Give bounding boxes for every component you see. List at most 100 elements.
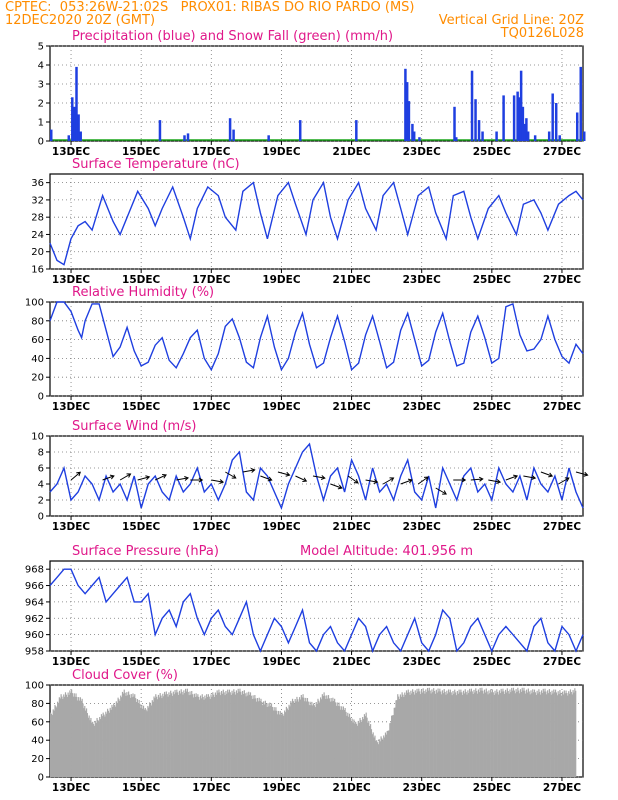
panel-frame [49, 435, 584, 517]
cloud-bar [213, 694, 215, 777]
cloud-bar [375, 740, 377, 777]
cloud-bar [91, 722, 93, 777]
cloud-bar [293, 703, 295, 777]
cloud-bar [524, 690, 526, 777]
x-tick-label: 15DEC [122, 401, 161, 413]
cloud-bar [271, 706, 273, 777]
y-tick-label: 968 [25, 565, 44, 576]
cloud-bar [286, 708, 288, 777]
cloud-bar [444, 691, 446, 777]
x-tick-label: 23DEC [403, 401, 442, 413]
cloud-bar [445, 694, 447, 777]
cloud-bar [382, 740, 384, 777]
cloud-bar [244, 693, 246, 777]
cloud-bar [470, 688, 472, 777]
cloud-bar [376, 742, 379, 777]
wind-arrow-head [548, 472, 554, 478]
precip-bar [79, 131, 82, 141]
wind-arrow [260, 475, 272, 481]
cloud-bar [135, 698, 137, 777]
cloud-bar [241, 690, 244, 777]
cloud-bar [279, 711, 281, 777]
cloud-bar [178, 690, 181, 777]
cloud-bar [371, 734, 373, 777]
cloud-bar [128, 691, 130, 777]
cloud-bar [391, 715, 394, 777]
cloud-bar [183, 690, 185, 777]
cloud-bar [63, 694, 65, 777]
cloud-bar [347, 712, 349, 777]
cloud-bar [248, 691, 250, 777]
cloud-bar [510, 692, 512, 777]
cloud-bar [73, 693, 75, 777]
cloud-bar [491, 689, 494, 777]
cloud-bar [160, 695, 162, 777]
precip-bar [481, 131, 484, 141]
cloud-bar [573, 692, 575, 777]
y-tick-label: 16 [31, 265, 44, 276]
cloud-bar [471, 691, 473, 777]
cloud-bar [182, 694, 184, 777]
cloud-bar [177, 694, 180, 777]
cloud-bar [357, 720, 359, 777]
cloud-bar [59, 698, 61, 777]
cloud-bar [316, 703, 318, 777]
x-tick-label: 23DEC [403, 656, 442, 668]
cloud-bar [475, 688, 477, 777]
cloud-bar [385, 734, 387, 777]
cloud-bar [304, 701, 306, 777]
cloud-bar [201, 694, 203, 777]
cloud-bar [393, 707, 395, 777]
cloud-bar [251, 698, 253, 777]
x-tick-label: 21DEC [332, 146, 371, 158]
cloud-bar [290, 701, 292, 777]
cloud-bar [498, 690, 501, 777]
cloud-bar [266, 707, 268, 777]
cloud-bar [121, 697, 123, 777]
cloud-bar [284, 710, 286, 777]
precip-bar [186, 133, 190, 141]
wind-arrow [119, 473, 131, 481]
cloud-bar [260, 698, 262, 777]
cloud-bar [374, 735, 376, 777]
cloud-bar [161, 698, 163, 777]
cloud-bar [453, 693, 455, 777]
cloud-bar [308, 705, 310, 777]
cloud-bar [392, 715, 394, 777]
cloud-bar [163, 691, 166, 777]
cloud-bar [553, 689, 555, 777]
cloud-bar [547, 693, 550, 777]
wind-arrow [102, 475, 115, 481]
cloud-bar [504, 689, 507, 777]
cloud-bar [213, 697, 216, 777]
panel-title: Surface Temperature (nC) [72, 157, 240, 172]
cloud-bar [533, 692, 535, 777]
x-tick-label: 17DEC [192, 401, 231, 413]
cloud-bar [427, 690, 430, 777]
cloud-bar [220, 695, 222, 777]
cloud-bar [186, 688, 188, 777]
x-tick-label: 23DEC [403, 782, 442, 794]
cloud-bar [159, 693, 161, 777]
cloud-bar [468, 693, 470, 777]
x-tick-label: 25DEC [473, 274, 512, 286]
cloud-bar [147, 705, 149, 777]
cloud-bar [532, 689, 534, 777]
cloud-bar [98, 721, 100, 777]
cloud-bar [76, 696, 78, 777]
cloud-bar [446, 690, 448, 777]
cloud-bar [165, 691, 167, 777]
cloud-bar [72, 696, 74, 777]
cloud-bar [563, 690, 565, 777]
cloud-bar [198, 696, 200, 777]
cloud-bar [312, 705, 314, 777]
wind-arrow [277, 471, 290, 476]
cloud-bar [539, 691, 541, 777]
cloud-bar [175, 692, 177, 777]
cloud-bar [479, 687, 481, 777]
cloud-bar [366, 717, 368, 777]
cloud-bar [554, 689, 557, 777]
cloud-bar [314, 707, 316, 777]
cloud-bar [324, 695, 326, 777]
cloud-bar [171, 695, 174, 777]
